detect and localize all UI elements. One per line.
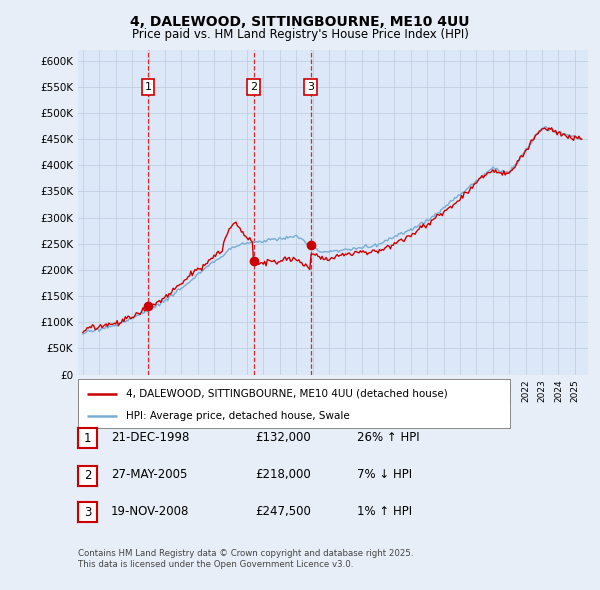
Text: 1: 1: [145, 82, 152, 92]
Text: 4, DALEWOOD, SITTINGBOURNE, ME10 4UU (detached house): 4, DALEWOOD, SITTINGBOURNE, ME10 4UU (de…: [125, 389, 447, 399]
Text: 2: 2: [84, 469, 91, 482]
Text: Contains HM Land Registry data © Crown copyright and database right 2025.: Contains HM Land Registry data © Crown c…: [78, 549, 413, 558]
Text: 27-MAY-2005: 27-MAY-2005: [111, 468, 187, 481]
Text: £218,000: £218,000: [255, 468, 311, 481]
Text: 1: 1: [84, 432, 91, 445]
Text: Price paid vs. HM Land Registry's House Price Index (HPI): Price paid vs. HM Land Registry's House …: [131, 28, 469, 41]
Text: This data is licensed under the Open Government Licence v3.0.: This data is licensed under the Open Gov…: [78, 560, 353, 569]
Text: 7% ↓ HPI: 7% ↓ HPI: [357, 468, 412, 481]
Text: £247,500: £247,500: [255, 505, 311, 518]
Text: 1% ↑ HPI: 1% ↑ HPI: [357, 505, 412, 518]
Text: 2: 2: [250, 82, 257, 92]
Text: 21-DEC-1998: 21-DEC-1998: [111, 431, 190, 444]
Text: 3: 3: [307, 82, 314, 92]
Text: 3: 3: [84, 506, 91, 519]
Text: 26% ↑ HPI: 26% ↑ HPI: [357, 431, 419, 444]
Text: 4, DALEWOOD, SITTINGBOURNE, ME10 4UU: 4, DALEWOOD, SITTINGBOURNE, ME10 4UU: [130, 15, 470, 29]
Text: 19-NOV-2008: 19-NOV-2008: [111, 505, 190, 518]
Text: HPI: Average price, detached house, Swale: HPI: Average price, detached house, Swal…: [125, 411, 349, 421]
Text: £132,000: £132,000: [255, 431, 311, 444]
